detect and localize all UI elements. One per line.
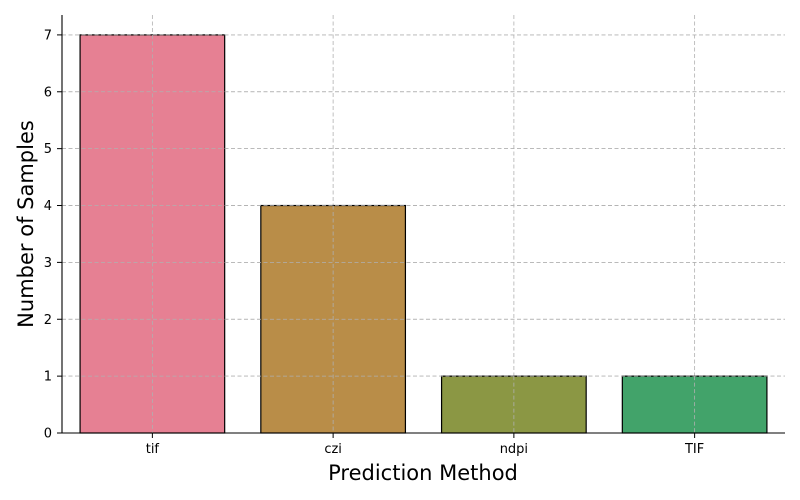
y-tick-label: 6	[44, 85, 52, 100]
y-tick-label: 0	[44, 427, 52, 442]
x-axis-title: Prediction Method	[328, 461, 518, 485]
x-tick-label: czi	[324, 442, 342, 457]
y-axis-title: Number of Samples	[14, 120, 38, 328]
y-tick-label: 2	[44, 313, 52, 328]
x-tick-label: TIF	[684, 442, 704, 457]
ticks-layer: 0 1 2 3 4 5 6 7 tif czi ndpi TIF	[44, 28, 705, 457]
axes-layer	[61, 15, 785, 434]
y-tick-label: 3	[44, 256, 52, 271]
y-tick-label: 7	[44, 28, 52, 43]
y-tick-label: 4	[44, 199, 52, 214]
x-tick-label: ndpi	[500, 442, 528, 457]
x-tick-label: tif	[146, 442, 160, 457]
bars-layer	[79, 34, 768, 434]
y-tick-label: 1	[44, 370, 52, 385]
y-tick-label: 5	[44, 142, 52, 157]
